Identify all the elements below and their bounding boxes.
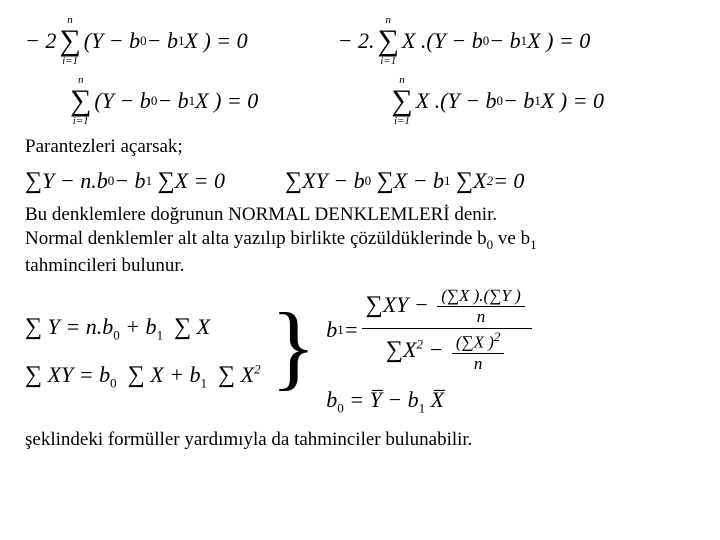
normal-equations: ∑ Y = n.b0 + b1 ∑ X ∑ XY = b0 ∑ X + b1 ∑…: [25, 303, 261, 399]
term: − b: [489, 28, 520, 54]
sum-symbol: n ∑ i=1: [70, 75, 91, 127]
eq-3-right: ∑ XY − b0 ∑ X − b1 ∑ X2 = 0: [285, 168, 524, 195]
text-final: şeklindeki formüller yardımıyla da tahmi…: [25, 428, 695, 453]
term: X .(Y − b: [402, 28, 483, 54]
term: X − b: [394, 168, 444, 194]
sum-symbol: n ∑ i=1: [391, 75, 412, 127]
sum-symbol: n ∑ i=1: [59, 15, 80, 67]
eq-2-right: n ∑ i=1 X .(Y − b0 − b1 X ) = 0: [388, 75, 604, 127]
term: (Y − b: [84, 28, 140, 54]
term: − b: [114, 168, 145, 194]
eq-3-left: ∑ Y − n.b0 − b1 ∑ X = 0: [25, 168, 225, 195]
term: Y − n.b: [42, 168, 108, 194]
sum-symbol: n ∑ i=1: [378, 15, 399, 67]
slope-intercept-formulas: b1 = ∑XY − (∑X ).(∑Y ) n ∑X2 − (∑X )2 n: [326, 287, 535, 416]
term: − b: [503, 88, 534, 114]
text-normal-denklem: Bu denklemlere doğrunun NORMAL DENKLEMLE…: [25, 203, 695, 279]
eq-1-right: − 2. n ∑ i=1 X .(Y − b0 − b1 X ) = 0: [338, 15, 591, 67]
term: XY − b: [302, 168, 365, 194]
term: X .(Y − b: [416, 88, 497, 114]
bottom-section: ∑ Y = n.b0 + b1 ∑ X ∑ XY = b0 ∑ X + b1 ∑…: [25, 287, 695, 416]
term: X ) = 0: [185, 28, 248, 54]
equation-row-2: n ∑ i=1 (Y − b0 − b1 X ) = 0 n ∑ i=1 X .…: [25, 75, 695, 127]
minus2: − 2: [25, 28, 56, 54]
eq-2-left: n ∑ i=1 (Y − b0 − b1 X ) = 0: [67, 75, 258, 127]
term: X ) = 0: [541, 88, 604, 114]
b1-formula: b1 = ∑XY − (∑X ).(∑Y ) n ∑X2 − (∑X )2 n: [326, 287, 535, 374]
term: X: [473, 168, 486, 194]
term: − b: [147, 28, 178, 54]
neq-b: ∑ XY = b0 ∑ X + b1 ∑ X2: [25, 351, 261, 399]
neq-a: ∑ Y = n.b0 + b1 ∑ X: [25, 303, 261, 351]
term: = 0: [493, 168, 524, 194]
term: − b: [157, 88, 188, 114]
fraction: ∑XY − (∑X ).(∑Y ) n ∑X2 − (∑X )2 n: [362, 287, 532, 374]
term: X = 0: [175, 168, 225, 194]
minus2: − 2.: [338, 28, 375, 54]
eq-1-left: − 2 n ∑ i=1 (Y − b0 − b1 X ) = 0: [25, 15, 248, 67]
term: X ) = 0: [527, 28, 590, 54]
curly-brace-icon: }: [271, 308, 317, 384]
text-parantez: Parantezleri açarsak;: [25, 135, 695, 160]
term: (Y − b: [94, 88, 150, 114]
term: X ) = 0: [195, 88, 258, 114]
b0-formula: b0 = Y̅ − b1 X̅: [326, 388, 535, 416]
equation-row-1: − 2 n ∑ i=1 (Y − b0 − b1 X ) = 0 − 2. n …: [25, 15, 695, 67]
equation-row-3: ∑ Y − n.b0 − b1 ∑ X = 0 ∑ XY − b0 ∑ X − …: [25, 168, 695, 195]
